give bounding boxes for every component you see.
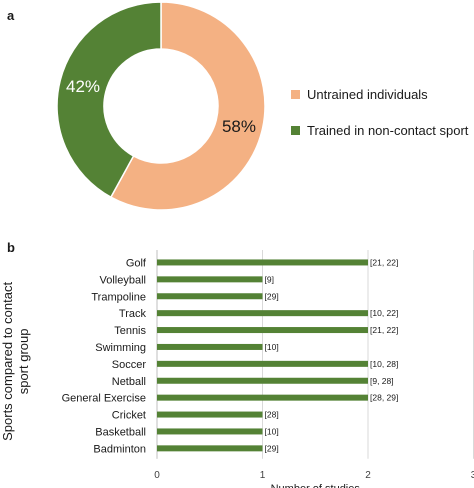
bar-cricket bbox=[157, 411, 263, 418]
y-axis-title-line-2: sport group bbox=[16, 329, 31, 395]
x-tick-label-0: 0 bbox=[154, 470, 160, 481]
x-tick-label-1: 1 bbox=[260, 470, 266, 481]
x-tick-label-2: 2 bbox=[365, 470, 371, 481]
legend-label-trained: Trained in non-contact sport bbox=[307, 123, 469, 138]
data-label-cricket: [28] bbox=[265, 410, 279, 420]
panel-label-b: b bbox=[7, 240, 15, 255]
data-label-badminton: [29] bbox=[265, 443, 279, 453]
category-label-golf: Golf bbox=[126, 257, 147, 269]
data-label-general-exercise: [28, 29] bbox=[370, 393, 398, 403]
data-label-tennis: [21, 22] bbox=[370, 325, 398, 335]
bar-general-exercise bbox=[157, 394, 368, 401]
legend-label-untrained: Untrained individuals bbox=[307, 87, 428, 102]
category-label-trampoline: Trampoline bbox=[91, 291, 146, 303]
y-axis-title: Sports compared to contactsport group bbox=[0, 282, 31, 441]
donut-chart: 58% 42% bbox=[56, 1, 266, 211]
bar-basketball bbox=[157, 428, 263, 435]
category-label-cricket: Cricket bbox=[112, 410, 146, 422]
category-label-track: Track bbox=[119, 308, 147, 320]
bar-badminton bbox=[157, 445, 263, 452]
donut-slice-untrained bbox=[109, 1, 266, 211]
bar-track bbox=[157, 310, 368, 317]
legend-swatch-trained bbox=[291, 126, 300, 135]
bar-netball bbox=[157, 377, 368, 384]
legend-swatch-untrained bbox=[291, 90, 300, 99]
data-label-soccer: [10, 28] bbox=[370, 359, 398, 369]
panel-label-a: a bbox=[7, 8, 15, 23]
category-label-tennis: Tennis bbox=[114, 325, 146, 337]
data-label-trampoline: [29] bbox=[265, 291, 279, 301]
data-label-track: [10, 22] bbox=[370, 308, 398, 318]
category-label-swimming: Swimming bbox=[95, 342, 146, 354]
category-label-badminton: Badminton bbox=[93, 443, 146, 455]
donut-label-untrained: 58% bbox=[222, 117, 256, 136]
legend-item-trained: Trained in non-contact sport bbox=[291, 123, 468, 138]
category-label-netball: Netball bbox=[112, 376, 146, 388]
category-label-soccer: Soccer bbox=[112, 359, 147, 371]
y-axis-title-line-1: Sports compared to contact bbox=[0, 282, 15, 441]
data-label-volleyball: [9] bbox=[265, 274, 274, 284]
bar-tennis bbox=[157, 327, 368, 334]
bar-trampoline bbox=[157, 293, 263, 300]
data-label-basketball: [10] bbox=[265, 426, 279, 436]
donut-label-trained: 42% bbox=[66, 77, 100, 96]
bar-volleyball bbox=[157, 276, 263, 283]
bar-swimming bbox=[157, 343, 263, 350]
x-axis-title: Number of studies bbox=[271, 483, 361, 488]
bar-chart: Golf [21, 22] Volleyball [9] Trampoline [29] T… bbox=[0, 250, 474, 488]
bar-soccer bbox=[157, 360, 368, 367]
category-label-volleyball: Volleyball bbox=[100, 274, 146, 286]
data-label-golf: [21, 22] bbox=[370, 257, 398, 267]
donut-slice-trained bbox=[56, 1, 162, 199]
legend-item-untrained: Untrained individuals bbox=[291, 87, 428, 102]
data-label-swimming: [10] bbox=[265, 342, 279, 352]
data-label-netball: [9, 28] bbox=[370, 376, 394, 386]
bar-golf bbox=[157, 259, 368, 266]
x-tick-label-3: 3 bbox=[471, 470, 474, 481]
category-label-general-exercise: General Exercise bbox=[62, 393, 146, 405]
category-label-basketball: Basketball bbox=[95, 426, 146, 438]
